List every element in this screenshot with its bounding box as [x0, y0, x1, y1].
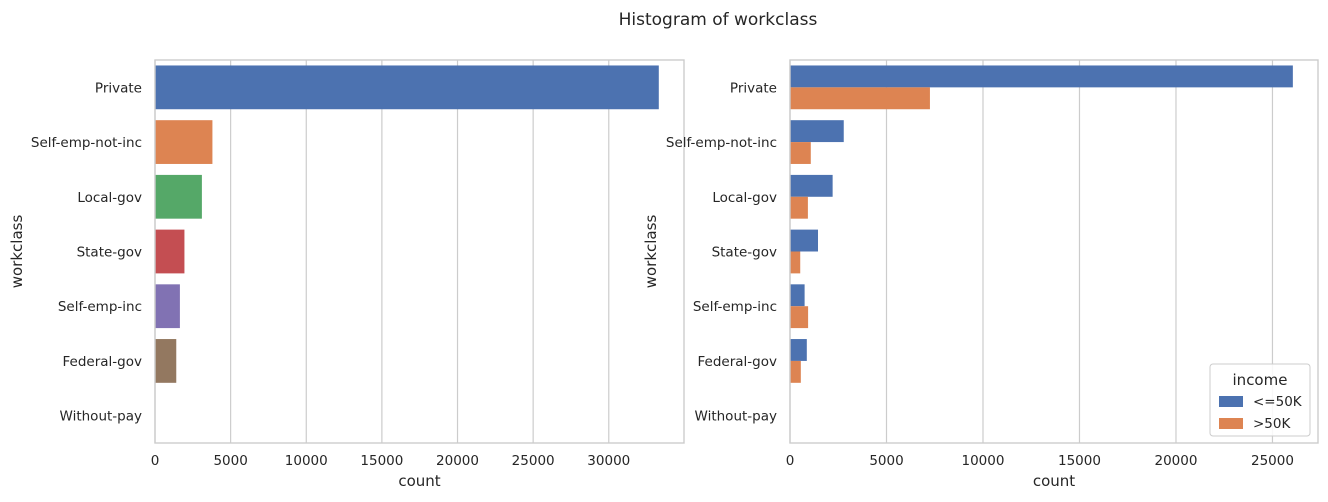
legend-swatch-1: [1219, 418, 1243, 429]
plot-frame: [789, 59, 1319, 444]
bar-private: [155, 65, 659, 110]
x-tick-label: 15000: [1058, 453, 1101, 469]
y-tick-label-self-emp-not-inc: Self-emp-not-inc: [31, 135, 142, 151]
bar-self-emp-not-inc: [155, 120, 213, 164]
x-tick-label: 5000: [869, 453, 903, 469]
bar-local-gov-series-0: [790, 174, 833, 197]
y-axis-label: workclass: [8, 215, 26, 289]
y-tick-label-self-emp-inc: Self-emp-inc: [693, 299, 777, 315]
bar-state-gov-series-1: [790, 251, 801, 274]
bar-private-series-0: [790, 65, 1293, 88]
bar-self-emp-inc: [155, 284, 180, 329]
legend-swatch-0: [1219, 396, 1243, 407]
bar-private-series-1: [790, 87, 930, 110]
y-tick-label-local-gov: Local-gov: [712, 190, 777, 206]
bar-local-gov: [155, 174, 202, 219]
x-tick-label: 10000: [285, 453, 328, 469]
x-tick-label: 5000: [213, 453, 247, 469]
y-tick-label-private: Private: [95, 80, 142, 96]
figure-title: Histogram of workclass: [619, 10, 818, 30]
y-tick-label-state-gov: State-gov: [77, 245, 142, 261]
y-tick-label-self-emp-inc: Self-emp-inc: [58, 299, 142, 315]
x-tick-label: 25000: [512, 453, 555, 469]
y-tick-label-local-gov: Local-gov: [77, 190, 142, 206]
bar-federal-gov: [155, 339, 177, 383]
plot-frame: [154, 59, 685, 444]
y-tick-label-federal-gov: Federal-gov: [698, 354, 777, 370]
legend: income <=50K >50K: [1209, 363, 1311, 437]
y-tick-label-state-gov: State-gov: [712, 245, 777, 261]
x-axis-label: count: [398, 472, 440, 490]
bar-self-emp-not-inc-series-0: [790, 120, 844, 143]
bar-federal-gov-series-0: [790, 339, 807, 361]
x-tick-label: 10000: [962, 453, 1005, 469]
x-tick-label: 20000: [436, 453, 479, 469]
y-tick-label-private: Private: [730, 80, 777, 96]
bar-local-gov-series-1: [790, 196, 808, 219]
y-tick-label-without-pay: Without-pay: [695, 409, 777, 425]
y-tick-label-without-pay: Without-pay: [60, 409, 142, 425]
x-tick-label: 15000: [360, 453, 403, 469]
bar-self-emp-inc-series-1: [790, 306, 809, 329]
x-tick-label: 30000: [587, 453, 630, 469]
x-tick-label: 0: [151, 453, 160, 469]
legend-label-1: >50K: [1253, 416, 1291, 432]
bar-state-gov: [155, 229, 185, 274]
bar-self-emp-inc-series-0: [790, 284, 805, 307]
legend-title: income: [1233, 371, 1288, 389]
x-tick-label: 0: [786, 453, 795, 469]
x-axis-label: count: [1033, 472, 1075, 490]
chart-total-histogram: 0 5000 10000 15000 20000 25000 30000 Private Sel…: [8, 59, 685, 490]
x-tick-label: 25000: [1251, 453, 1294, 469]
chart-income-histogram: 0 5000 10000 15000 20000 25000 Private Self-emp…: [642, 59, 1319, 490]
y-tick-label-federal-gov: Federal-gov: [63, 354, 142, 370]
y-tick-label-self-emp-not-inc: Self-emp-not-inc: [666, 135, 777, 151]
bar-self-emp-not-inc-series-1: [790, 142, 811, 164]
bar-federal-gov-series-1: [790, 360, 801, 383]
x-tick-label: 20000: [1155, 453, 1198, 469]
bar-state-gov-series-0: [790, 229, 819, 252]
y-axis-label: workclass: [642, 215, 660, 289]
legend-label-0: <=50K: [1253, 394, 1303, 410]
